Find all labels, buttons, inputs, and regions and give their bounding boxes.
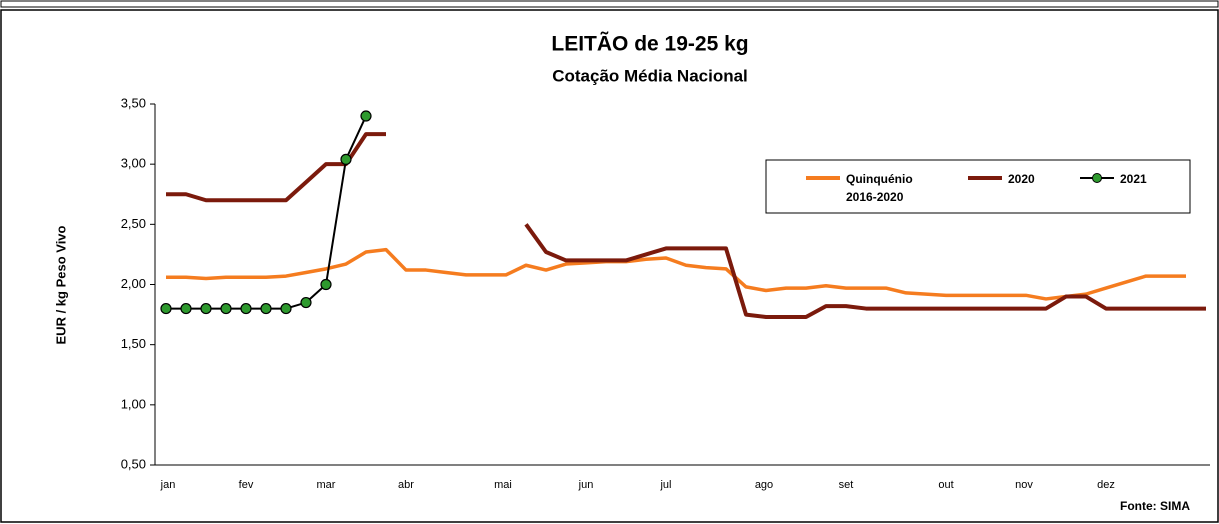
series-marker [220, 302, 232, 315]
frame-top [0, 0, 1219, 8]
legend-marker [1092, 173, 1102, 183]
y-tick-label: 2,00 [121, 276, 146, 291]
x-tick-label: jul [659, 479, 671, 491]
chart-title: LEITÃO de 19-25 kg [551, 33, 748, 56]
series-marker [200, 302, 212, 315]
y-tick-label: 1,00 [121, 396, 146, 411]
series-line [166, 247, 1186, 301]
series-line [166, 115, 367, 310]
y-tick-label: 3,50 [121, 95, 146, 110]
source: Fonte: SIMA [1120, 499, 1190, 513]
legend-label: Quinquénio 2016-2020 [846, 172, 913, 204]
x-tick-label: mai [494, 479, 512, 491]
y-tick-label: 2,50 [121, 216, 146, 231]
y-tick-label: 1,50 [121, 336, 146, 351]
y-tick-label: 0,50 [121, 456, 146, 471]
legend-label: 2020 [1008, 172, 1035, 186]
x-tick-label: mar [317, 479, 336, 491]
legend-box [765, 159, 1191, 214]
series-marker [300, 296, 312, 309]
x-tick-label: nov [1015, 479, 1033, 491]
series-marker [360, 110, 372, 122]
series-marker [160, 302, 172, 315]
frame [0, 9, 1219, 523]
x-tick-label: abr [398, 479, 414, 491]
x-tick-label: jan [160, 479, 176, 491]
legend-label: 2021 [1120, 172, 1147, 186]
x-tick-label: dez [1097, 479, 1115, 491]
x-tick-label: out [938, 479, 953, 491]
series-marker [340, 153, 352, 165]
y-tick-label: 3,00 [121, 156, 146, 171]
series-marker [320, 278, 332, 291]
x-tick-label: jun [578, 479, 594, 491]
x-tick-label: set [839, 479, 854, 491]
y-axis-label: EUR / kg Peso Vivo [53, 225, 68, 344]
x-tick-label: fev [239, 479, 254, 491]
series-marker [240, 302, 252, 315]
x-tick-label: ago [755, 479, 773, 491]
chart-subtitle: Cotação Média Nacional [552, 66, 748, 85]
series-marker [260, 302, 272, 315]
series-marker [180, 302, 192, 315]
series-marker [280, 302, 292, 315]
